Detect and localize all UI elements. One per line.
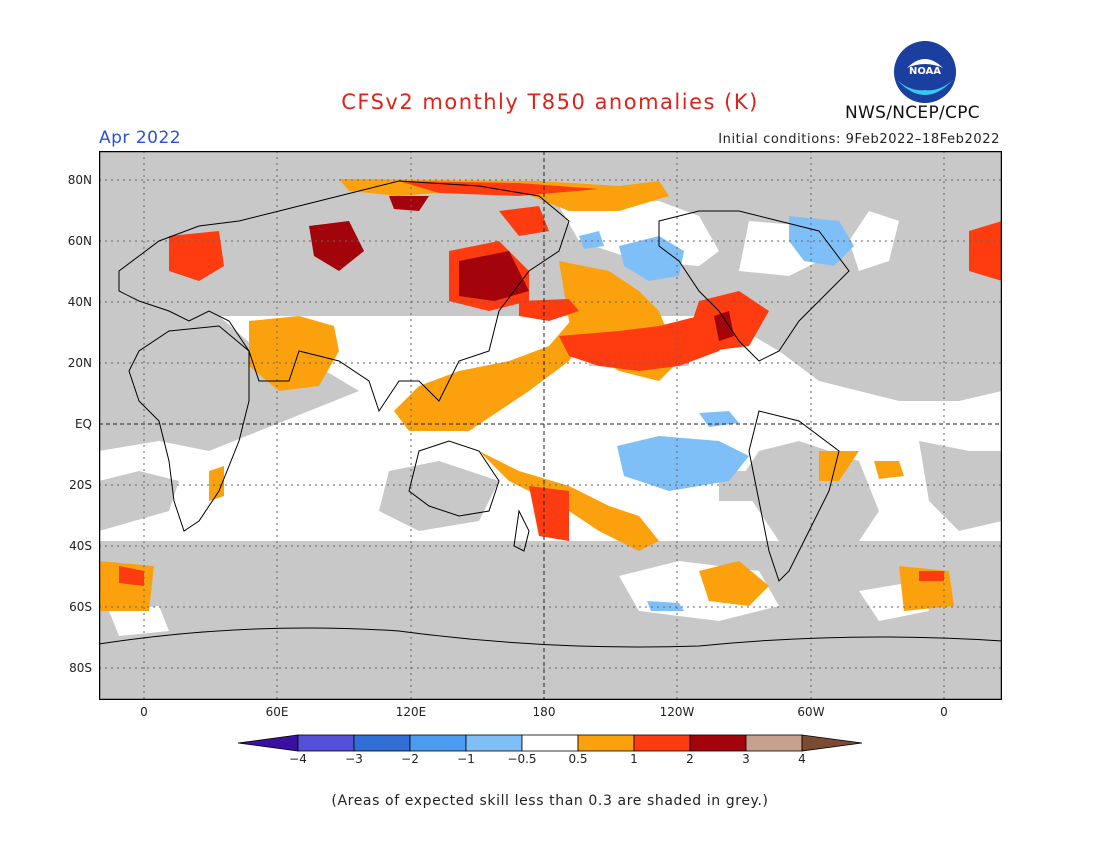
colorbar-label-neg3: −3 — [345, 752, 363, 766]
lon-label-120e: 120E — [395, 705, 427, 719]
lat-label-40s: 40S — [69, 539, 92, 553]
positive-anomalies-strong — [309, 196, 734, 341]
lat-label-80s: 80S — [69, 661, 92, 675]
lon-label-180: 180 — [532, 705, 556, 719]
low-skill-grey-areas — [99, 151, 1002, 700]
colorbar-label-1: 1 — [630, 752, 638, 766]
lat-label-60n: 60N — [67, 234, 92, 248]
lat-label-80n: 80N — [67, 173, 92, 187]
lat-label-40n: 40N — [67, 295, 92, 309]
lon-label-0: 0 — [140, 705, 148, 719]
lat-label-eq: EQ — [74, 417, 92, 431]
colorbar-label-neg2: −2 — [401, 752, 419, 766]
agency-label: NWS/NCEP/CPC — [845, 103, 980, 123]
colorbar — [238, 734, 862, 752]
colorbar-label-neg05: −0.5 — [507, 752, 537, 766]
map-title: CFSv2 monthly T850 anomalies (K) — [341, 90, 759, 114]
initial-conditions: Initial conditions: 9Feb2022–18Feb2022 — [718, 132, 1000, 147]
lat-label-20n: 20N — [67, 356, 92, 370]
colorbar-label-2: 2 — [686, 752, 694, 766]
equator-dateline — [99, 151, 1002, 700]
graticule — [99, 151, 1002, 700]
forecast-month: Apr 2022 — [99, 128, 182, 148]
colorbar-label-neg1: −1 — [457, 752, 475, 766]
lat-label-60s: 60S — [69, 600, 92, 614]
colorbar-high-arrow — [801, 734, 862, 752]
lon-label-120w: 120W — [659, 705, 695, 719]
anomaly-map — [99, 151, 1002, 700]
noaa-logo: NOAA — [894, 41, 956, 103]
colorbar-label-4: 4 — [798, 752, 806, 766]
colorbar-label-05: 0.5 — [568, 752, 588, 766]
lat-label-20s: 20S — [69, 478, 92, 492]
colorbar-low-arrow — [238, 734, 299, 752]
skill-footnote: (Areas of expected skill less than 0.3 a… — [331, 793, 769, 809]
lon-label-60e: 60E — [265, 705, 289, 719]
lon-label-60w: 60W — [797, 705, 825, 719]
noaa-logo-text: NOAA — [909, 66, 941, 77]
colorbar-label-3: 3 — [742, 752, 750, 766]
lon-label-0-east: 0 — [940, 705, 948, 719]
negative-anomalies — [579, 216, 854, 611]
coastlines — [99, 180, 1002, 648]
colorbar-label-neg4: −4 — [289, 752, 307, 766]
